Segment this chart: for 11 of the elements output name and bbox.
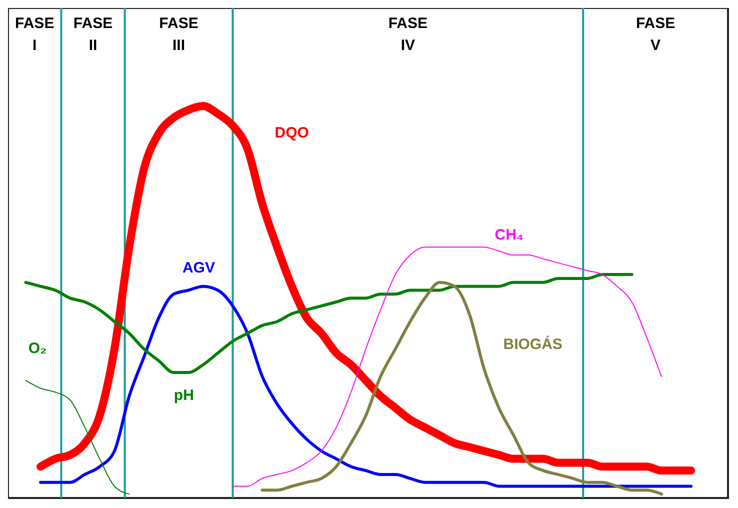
text: FASE I bbox=[15, 15, 54, 54]
series-label: O₂ bbox=[28, 340, 47, 358]
series-label: DQO bbox=[274, 124, 310, 142]
series-label: pH bbox=[174, 387, 194, 404]
text: FASE V bbox=[636, 15, 676, 54]
text: FASE III bbox=[159, 15, 198, 54]
text: FASE IV bbox=[388, 15, 428, 54]
series-label: AGV bbox=[182, 260, 215, 277]
series-label: CH₄ bbox=[494, 226, 524, 244]
series-label: BIOGÁS bbox=[503, 335, 562, 354]
text: FASE II bbox=[73, 15, 113, 54]
